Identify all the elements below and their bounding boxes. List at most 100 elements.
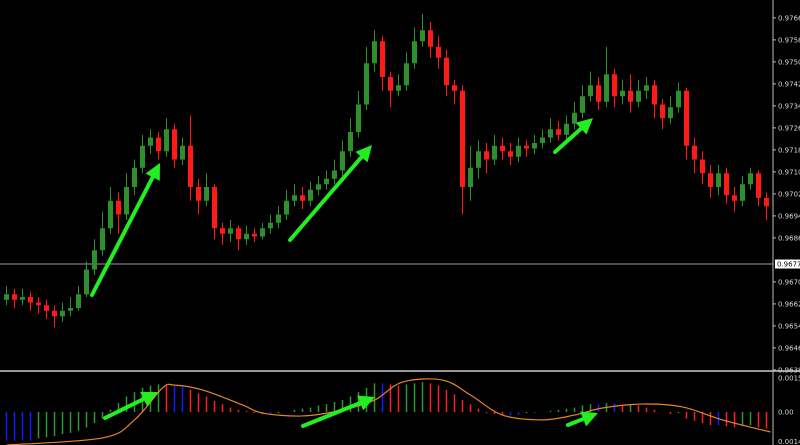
candle[interactable]: [292, 184, 297, 207]
candle[interactable]: [604, 46, 609, 108]
candle[interactable]: [164, 118, 169, 157]
candle[interactable]: [252, 228, 257, 243]
candle[interactable]: [124, 173, 129, 221]
candle[interactable]: [468, 145, 473, 201]
candle[interactable]: [284, 189, 289, 221]
candle[interactable]: [748, 167, 753, 190]
candle[interactable]: [428, 22, 433, 58]
candle[interactable]: [596, 77, 601, 111]
candle[interactable]: [708, 165, 713, 199]
candle[interactable]: [668, 96, 673, 124]
candle[interactable]: [68, 297, 73, 317]
candle[interactable]: [612, 68, 617, 108]
candle[interactable]: [340, 140, 345, 177]
candle[interactable]: [452, 79, 457, 105]
candle[interactable]: [116, 192, 121, 234]
candle[interactable]: [44, 299, 49, 320]
candle[interactable]: [740, 176, 745, 207]
candle[interactable]: [692, 137, 697, 174]
candle[interactable]: [316, 176, 321, 196]
candle[interactable]: [4, 286, 9, 306]
candle[interactable]: [332, 159, 337, 185]
candle[interactable]: [108, 187, 113, 234]
candle[interactable]: [500, 137, 505, 160]
candle[interactable]: [676, 82, 681, 113]
candle[interactable]: [532, 134, 537, 155]
candle[interactable]: [420, 13, 425, 47]
candle[interactable]: [236, 225, 241, 251]
candle[interactable]: [28, 291, 33, 311]
candle[interactable]: [460, 85, 465, 215]
candle[interactable]: [300, 187, 305, 210]
candle[interactable]: [540, 129, 545, 149]
candle[interactable]: [572, 101, 577, 130]
candle[interactable]: [204, 173, 209, 207]
candle[interactable]: [732, 187, 737, 212]
candle[interactable]: [348, 118, 353, 157]
candle[interactable]: [700, 151, 705, 185]
candle[interactable]: [716, 165, 721, 196]
candle[interactable]: [36, 297, 41, 314]
candle[interactable]: [172, 123, 177, 168]
candle[interactable]: [404, 52, 409, 91]
candle[interactable]: [212, 184, 217, 240]
candle[interactable]: [140, 134, 145, 174]
candle[interactable]: [196, 178, 201, 215]
candle[interactable]: [476, 140, 481, 179]
candle[interactable]: [76, 286, 81, 311]
candle[interactable]: [580, 85, 585, 119]
candle[interactable]: [636, 79, 641, 108]
candle[interactable]: [356, 90, 361, 138]
candle[interactable]: [764, 192, 769, 221]
candle[interactable]: [92, 239, 97, 276]
candle[interactable]: [220, 222, 225, 245]
candle[interactable]: [588, 71, 593, 102]
candle[interactable]: [380, 35, 385, 91]
candle[interactable]: [412, 27, 417, 69]
candle[interactable]: [756, 170, 761, 207]
candle[interactable]: [444, 49, 449, 97]
candle[interactable]: [492, 134, 497, 166]
candle[interactable]: [188, 115, 193, 201]
candle[interactable]: [644, 77, 649, 100]
candle[interactable]: [564, 115, 569, 141]
candle[interactable]: [156, 132, 161, 160]
candle[interactable]: [12, 288, 17, 309]
candle[interactable]: [652, 79, 657, 119]
candle[interactable]: [516, 137, 521, 163]
candle[interactable]: [324, 170, 329, 190]
candle[interactable]: [484, 143, 489, 174]
candle[interactable]: [180, 137, 185, 166]
candle[interactable]: [308, 181, 313, 207]
price-panel[interactable]: [0, 13, 773, 328]
candle[interactable]: [276, 206, 281, 229]
candle[interactable]: [60, 302, 65, 322]
candle[interactable]: [372, 30, 377, 72]
candle[interactable]: [148, 129, 153, 155]
candle[interactable]: [724, 167, 729, 204]
candle[interactable]: [436, 35, 441, 69]
candle[interactable]: [548, 118, 553, 144]
candle[interactable]: [20, 288, 25, 306]
candle[interactable]: [244, 225, 249, 245]
candle[interactable]: [524, 140, 529, 157]
candle[interactable]: [628, 74, 633, 113]
candle[interactable]: [660, 99, 665, 130]
candle[interactable]: [364, 46, 369, 111]
candle[interactable]: [684, 88, 689, 160]
candle[interactable]: [84, 261, 89, 298]
candle[interactable]: [396, 74, 401, 97]
candle[interactable]: [228, 220, 233, 243]
candle[interactable]: [268, 214, 273, 234]
candle[interactable]: [52, 305, 57, 328]
price-axis[interactable]: 0.97665 0.97585 0.97505 0.97425 0.97345 0.972…: [773, 14, 800, 445]
candle[interactable]: [132, 159, 137, 196]
candle[interactable]: [620, 79, 625, 105]
candle[interactable]: [260, 222, 265, 240]
candle[interactable]: [556, 121, 561, 141]
candle[interactable]: [100, 211, 105, 256]
candle[interactable]: [508, 143, 513, 166]
candle-body: [516, 145, 521, 157]
candle[interactable]: [388, 71, 393, 108]
